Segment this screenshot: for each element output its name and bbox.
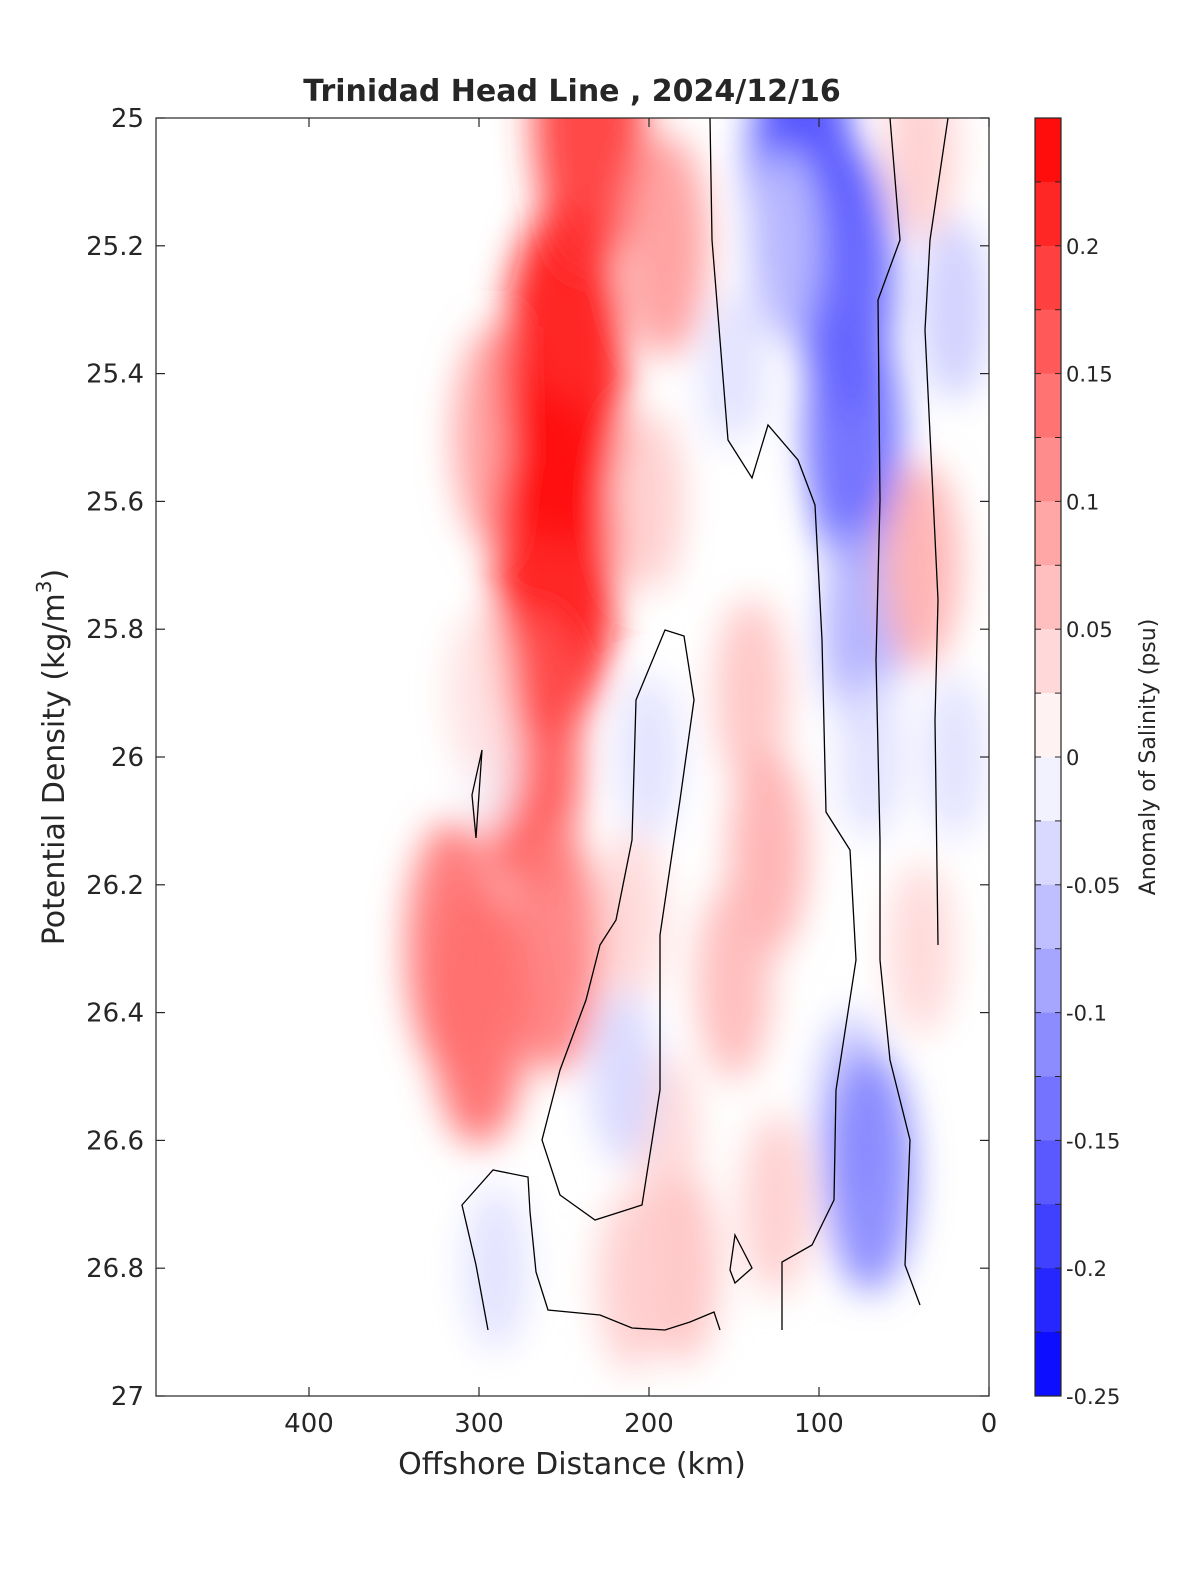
colorbar-band	[1035, 565, 1061, 630]
field-blobs	[405, 118, 989, 1372]
field-point	[886, 118, 956, 241]
colorbar-tick-label: 0.2	[1066, 235, 1099, 259]
y-axis-label-main: Potential Density (kg/m	[37, 593, 72, 945]
zero-contour-bottom	[461, 1169, 721, 1331]
field-point	[887, 861, 955, 1036]
zero-contour-lines	[461, 118, 949, 1331]
field-point	[533, 118, 646, 272]
colorbar-band	[1035, 437, 1061, 502]
colorbar-band	[1035, 884, 1061, 950]
colorbar-band	[1035, 181, 1061, 247]
colorbar-band	[1035, 757, 1061, 822]
y-axis-label-superscript: 3	[32, 580, 56, 593]
colorbar-label: Anomaly of Salinity (psu)	[1136, 619, 1161, 896]
colorbar-tick-label: 0.1	[1066, 490, 1099, 514]
x-tick-label: 400	[284, 1409, 334, 1439]
field-point	[646, 1173, 720, 1364]
x-tick-label: 200	[624, 1409, 674, 1439]
y-axis: 25 25.2 25.4 25.6 25.8 26 26.2 26.4 26.6 26.8 27	[86, 104, 989, 1412]
colorbar-tick-label: 0.05	[1066, 618, 1113, 642]
colorbar-band	[1035, 118, 1061, 183]
colorbar-tick-label: -0.2	[1066, 1257, 1107, 1281]
y-tick-label: 25	[111, 104, 144, 134]
colorbar-band	[1035, 1332, 1061, 1397]
zero-contour-nearshore-a	[875, 118, 921, 1306]
field-point	[446, 610, 512, 776]
x-tick-label: 0	[981, 1409, 998, 1439]
field-point	[614, 410, 684, 593]
field-point	[714, 431, 771, 572]
zero-contour-inner-loop	[541, 629, 695, 1221]
colorbar-tick-label: -0.1	[1066, 1002, 1107, 1026]
y-tick-label: 26	[111, 743, 144, 773]
y-tick-label: 25.2	[86, 232, 144, 262]
x-tick-label: 300	[454, 1409, 504, 1439]
y-tick-label: 25.4	[86, 360, 144, 390]
colorbar-band	[1035, 309, 1061, 375]
field-point	[598, 829, 666, 1004]
field-point	[748, 150, 822, 341]
field-point	[837, 674, 903, 840]
chart-title: Trinidad Head Line , 2024/12/16	[303, 74, 840, 109]
field-point	[804, 304, 902, 571]
field-point	[509, 824, 602, 1074]
y-axis-label-close: )	[37, 569, 72, 581]
field-point	[597, 1189, 667, 1372]
zero-contour-outer-inshore	[709, 118, 857, 1330]
colorbar-tick-label: -0.05	[1066, 874, 1120, 898]
colorbar-tick-label: 0.15	[1066, 363, 1113, 387]
colorbar-band	[1035, 1204, 1061, 1269]
colorbar-band	[1035, 1268, 1061, 1333]
field-point	[741, 1113, 812, 1296]
field-point	[922, 674, 988, 840]
y-tick-label: 27	[111, 1382, 144, 1412]
field-point	[881, 461, 961, 669]
field-point	[405, 819, 502, 1078]
field-point	[616, 674, 682, 840]
colorbar-band	[1035, 1140, 1061, 1205]
colorbar-band	[1035, 245, 1061, 311]
colorbar-band	[1035, 693, 1061, 758]
y-tick-label: 25.8	[86, 615, 144, 645]
colorbar-band	[1035, 1076, 1061, 1141]
field-point	[701, 291, 767, 457]
field-point	[714, 597, 788, 789]
field-point	[589, 989, 658, 1164]
colorbar-tick-label: -0.25	[1066, 1385, 1120, 1409]
field-point	[463, 1185, 529, 1351]
salinity-field	[405, 118, 989, 1372]
zero-contour-deep-loop	[729, 1232, 753, 1285]
y-axis-label: Potential Density (kg/m3)	[32, 569, 72, 945]
field-point	[624, 133, 708, 358]
y-tick-label: 25.6	[86, 487, 144, 517]
colorbar-band	[1035, 1012, 1061, 1077]
colorbar-band	[1035, 501, 1061, 566]
colorbar-band	[1035, 629, 1061, 694]
colorbar-band	[1035, 948, 1061, 1014]
y-tick-label: 26.6	[86, 1126, 144, 1156]
field-point	[825, 1051, 915, 1293]
x-axis: 400 300 200 100 0	[284, 118, 997, 1439]
colorbar-tick-label: -0.15	[1066, 1129, 1120, 1153]
colorbar	[1035, 118, 1061, 1397]
y-tick-label: 26.4	[86, 999, 144, 1029]
field-point	[920, 218, 989, 401]
y-tick-label: 26.2	[86, 871, 144, 901]
x-axis-label: Offshore Distance (km)	[398, 1447, 746, 1482]
field-point	[696, 881, 772, 1081]
x-tick-label: 100	[794, 1409, 844, 1439]
colorbar-ticks: 0.2 0.15 0.1 0.05 0 -0.05 -0.1 -0.15 -0.2 -0.25	[1035, 117, 1120, 1409]
colorbar-tick-label: 0	[1066, 746, 1079, 770]
colorbar-band	[1035, 373, 1061, 438]
zero-contour-nearshore-b	[924, 118, 949, 946]
zero-contour-small-loop	[471, 749, 483, 839]
y-tick-label: 26.8	[86, 1254, 144, 1284]
colorbar-band	[1035, 820, 1061, 886]
